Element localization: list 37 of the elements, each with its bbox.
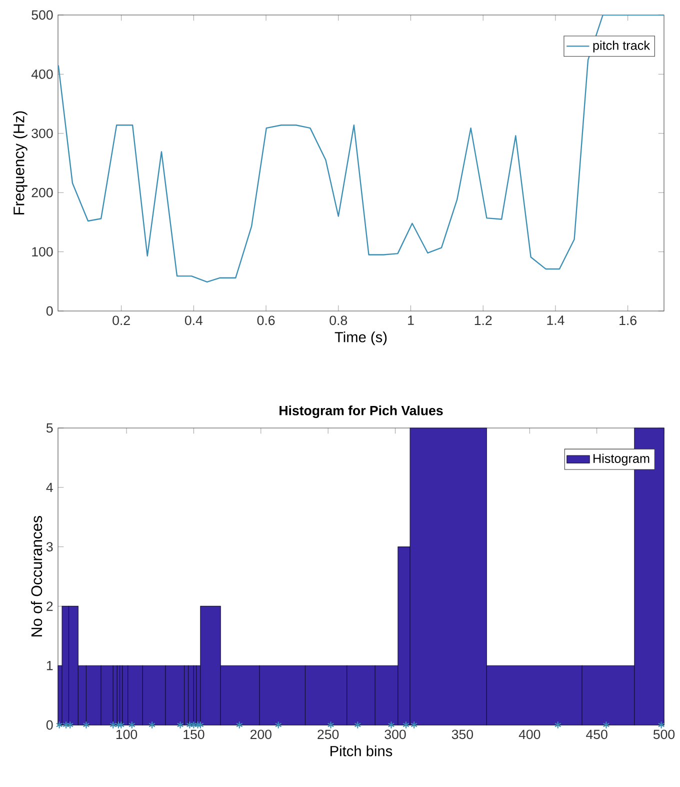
- x-tick-label: 1.4: [548, 316, 565, 325]
- chart-title: Histogram for Pich Values: [280, 406, 444, 418]
- x-tick-label: 300: [384, 730, 406, 740]
- x-tick-label: 400: [519, 730, 540, 740]
- x-axis-title: Pitch bins: [330, 746, 392, 756]
- y-tick-label: 0: [46, 720, 54, 730]
- x-tick-label: 450: [586, 730, 608, 740]
- y-axis-title: No of Occurances: [31, 516, 42, 636]
- x-tick-label: 1.2: [475, 316, 492, 325]
- x-tick-label: 1.6: [620, 316, 637, 326]
- x-tick-label: 350: [452, 730, 474, 740]
- line-series: [58, 14, 664, 283]
- x-tick-label: 250: [318, 730, 339, 740]
- y-tick-label: 500: [32, 10, 54, 20]
- y-tick-label: 300: [32, 128, 54, 138]
- y-tick-label: 3: [46, 542, 53, 552]
- y-tick-label: 1: [47, 661, 53, 670]
- x-tick-label: 500: [654, 730, 675, 740]
- x-tick-label: 100: [116, 730, 138, 740]
- legend-label: pitch track: [594, 40, 650, 52]
- y-tick-label: 4: [46, 482, 54, 492]
- x-tick-label: 150: [184, 730, 205, 740]
- y-tick-label: 5: [46, 423, 53, 433]
- y-tick-label: 100: [32, 247, 54, 256]
- x-tick-label: 1: [408, 316, 414, 325]
- legend-label: Histogram: [594, 454, 650, 466]
- x-tick-label: 0.2: [112, 316, 130, 326]
- x-tick-label: 200: [250, 730, 272, 740]
- x-tick-label: 0.8: [330, 316, 348, 326]
- y-tick-label: 0: [46, 306, 54, 316]
- y-tick-label: 400: [32, 70, 54, 79]
- x-tick-label: 0.4: [185, 316, 203, 326]
- x-tick-label: 0.6: [258, 316, 275, 326]
- y-tick-label: 200: [32, 188, 54, 198]
- y-axis-title: Frequency (Hz): [13, 111, 28, 214]
- x-axis-title: Time (s): [335, 332, 387, 346]
- y-tick-label: 2: [46, 602, 53, 611]
